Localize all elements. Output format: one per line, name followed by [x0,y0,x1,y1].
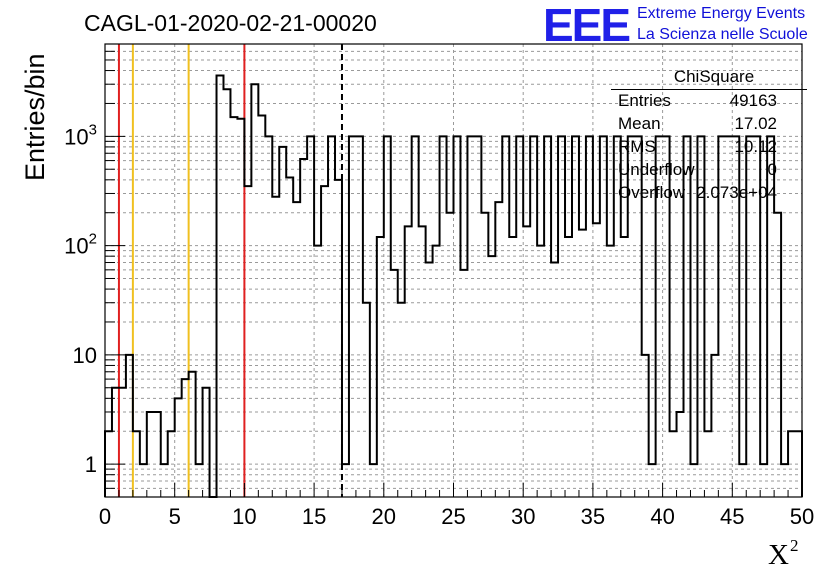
y-tick-label-exponent: 2 [89,231,97,248]
histogram-series [104,74,803,498]
stats-label: Underflow [618,160,695,179]
stats-box: ChiSquare Entries 49163 Mean 17.02 RMS 1… [611,67,807,204]
x-tick-label: 30 [511,504,535,529]
stats-row-rms: RMS 10.12 [611,135,807,158]
x-axis-label-base: X [768,539,789,571]
x-tick-label: 10 [232,504,256,529]
stats-label: RMS [618,137,656,156]
y-tick-label: 10 [73,343,97,368]
x-tick-label: 40 [650,504,674,529]
stats-label: Overflow [618,183,686,202]
stats-row-underflow: Underflow 0 [611,158,807,181]
x-tick-label: 45 [720,504,744,529]
logo-line1: Extreme Energy Events [637,5,806,22]
y-tick-label: 103 [64,121,97,149]
y-tick-label: 102 [64,231,97,259]
stats-label: Entries [618,91,671,110]
logo-line2: La Scienza nelle Scuole [637,26,808,43]
y-tick-label-base: 10 [64,124,88,149]
x-tick-label: 20 [372,504,396,529]
y-tick-label-base: 10 [64,234,88,259]
stats-name: ChiSquare [673,67,755,86]
stats-row-mean: Mean 17.02 [611,112,807,135]
x-tick-label: 25 [441,504,465,529]
stats-row-entries: Entries 49163 [611,89,807,112]
stats-value: 49163 [729,91,777,110]
y-axis-label: Entries/bin [20,53,50,181]
stats-value: 0 [767,160,777,179]
stats-value: 10.12 [734,137,777,156]
x-axis-label: X2 [768,536,798,572]
y-tick-label-exponent: 3 [89,121,97,138]
stats-label: Mean [618,114,661,133]
x-tick-label: 5 [169,504,181,529]
stats-row-overflow: Overflow 2.073e+04 [611,181,807,204]
plot-title: CAGL-01-2020-02-21-00020 [84,10,377,36]
stats-value: 2.073e+04 [696,183,777,202]
x-tick-label: 50 [790,504,814,529]
eee-logo: EEE [543,0,631,51]
x-tick-label: 35 [581,504,605,529]
stats-divider [611,89,807,90]
y-tick-label: 1 [85,452,97,477]
x-axis-label-superscript: 2 [789,536,799,555]
x-tick-label: 15 [302,504,326,529]
stats-value: 17.02 [734,114,777,133]
x-tick-label: 0 [99,504,111,529]
